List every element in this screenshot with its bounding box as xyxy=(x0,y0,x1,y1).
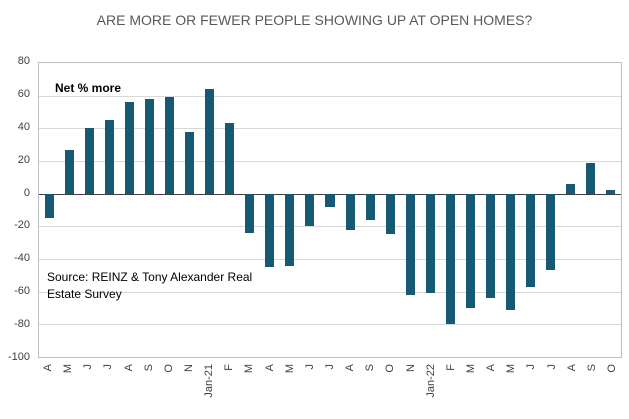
gridline xyxy=(39,95,621,97)
x-tick-label: Jan-21 xyxy=(203,364,216,398)
x-tick-label: N xyxy=(183,364,196,372)
chart-title: ARE MORE OR FEWER PEOPLE SHOWING UP AT O… xyxy=(96,12,533,28)
x-tick-label: J xyxy=(102,364,115,370)
source-note: Source: REINZ & Tony Alexander Real Esta… xyxy=(47,270,253,301)
bar-J-13 xyxy=(305,193,315,227)
x-tick-label: A xyxy=(344,364,357,372)
bar-J-24 xyxy=(526,193,536,287)
bar-N-7 xyxy=(185,131,195,194)
x-tick-label: J xyxy=(303,364,316,370)
bar-A-4 xyxy=(124,102,134,194)
gridline xyxy=(39,324,621,326)
annotation-net-pct-more: Net % more xyxy=(55,81,122,95)
bar-M-1 xyxy=(64,149,74,194)
bar-J-3 xyxy=(104,120,114,194)
x-tick-label: A xyxy=(122,364,135,372)
gridline xyxy=(39,128,621,130)
bar-O-6 xyxy=(164,97,174,194)
bar-F-9 xyxy=(225,123,235,194)
x-tick-label: J xyxy=(324,364,336,370)
x-tick-label: M xyxy=(243,364,256,374)
bar-M-21 xyxy=(465,193,475,308)
x-tick-label: J xyxy=(525,364,538,370)
x-tick-label: A xyxy=(263,364,276,372)
bar-A-0 xyxy=(44,193,54,219)
x-tick-label: J xyxy=(82,364,95,370)
bar-F-20 xyxy=(445,193,455,325)
bar-A-22 xyxy=(486,193,496,299)
bar-A-26 xyxy=(566,183,576,194)
x-tick-label: M xyxy=(464,364,477,374)
x-tick-label: O xyxy=(162,364,175,373)
x-tick-label: A xyxy=(485,364,498,372)
y-tick-label: 60 xyxy=(17,87,30,100)
y-axis: 80 60 40 20 0 -20 -40 -60 -80 -100 xyxy=(0,55,32,363)
gridline xyxy=(39,291,621,293)
bar-M-12 xyxy=(285,193,295,266)
x-tick-label: J xyxy=(545,364,558,370)
bar-A-11 xyxy=(265,193,275,268)
bar-S-16 xyxy=(365,193,375,220)
bar-M-10 xyxy=(245,193,255,233)
y-tick-label: 0 xyxy=(23,186,30,199)
x-tick-label: F xyxy=(444,364,457,371)
y-tick-label: -100 xyxy=(7,351,30,363)
gridline xyxy=(39,226,621,228)
bar-J-25 xyxy=(546,193,556,271)
x-tick-label: S xyxy=(364,364,377,372)
x-tick-label: Jan-22 xyxy=(424,364,437,398)
x-tick-label: M xyxy=(283,364,296,374)
bar-A-15 xyxy=(345,193,355,230)
bar-S-27 xyxy=(586,162,596,194)
x-tick-label: O xyxy=(605,364,618,373)
x-tick-label: A xyxy=(42,364,55,372)
bar-O-28 xyxy=(606,190,616,194)
y-tick-label: -80 xyxy=(14,318,30,331)
plot-area: Net % more Source: REINZ & Tony Alexande… xyxy=(38,62,622,358)
bar-Jan-21-8 xyxy=(205,89,215,194)
x-tick-label: S xyxy=(142,364,155,372)
y-tick-label: -20 xyxy=(14,219,30,232)
gridline xyxy=(39,161,621,162)
x-tick-label: S xyxy=(585,364,598,372)
bar-Jan-22-19 xyxy=(425,193,435,294)
x-tick-label: M xyxy=(505,364,518,374)
x-tick-label: F xyxy=(223,364,236,371)
x-tick-label: A xyxy=(565,364,578,372)
x-tick-label: O xyxy=(384,364,397,373)
gridline xyxy=(39,259,621,260)
x-tick-label: N xyxy=(404,364,417,372)
y-tick-label: -60 xyxy=(14,285,30,298)
x-axis: A M J J A S O N Jan-21 F M A M J J A S O N Jan-22 F M A M J J A S O xyxy=(38,361,622,417)
y-tick-label: 80 xyxy=(17,55,30,67)
bar-J-14 xyxy=(325,193,335,207)
bar-O-17 xyxy=(385,193,395,235)
y-tick-label: 40 xyxy=(17,120,30,133)
x-tick-label: M xyxy=(62,364,75,374)
y-tick-label: 20 xyxy=(17,153,30,166)
y-tick-label: -40 xyxy=(14,252,30,265)
bar-J-2 xyxy=(84,128,94,194)
bar-N-18 xyxy=(405,193,415,295)
bar-M-23 xyxy=(506,193,516,310)
bar-S-5 xyxy=(144,98,154,194)
